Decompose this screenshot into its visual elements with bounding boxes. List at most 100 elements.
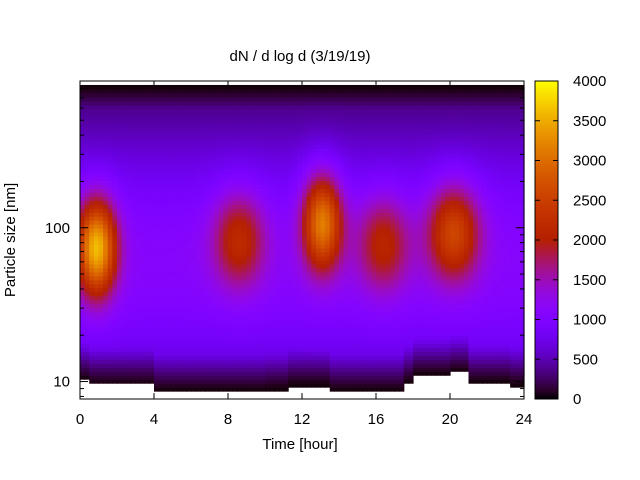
heatmap-cell — [140, 236, 146, 241]
heatmap-cell — [158, 315, 164, 321]
heatmap-cell — [140, 104, 146, 110]
heatmap-cell — [232, 136, 238, 142]
heatmap-cell — [117, 164, 123, 170]
heatmap-cell — [339, 104, 345, 110]
heatmap-cell — [98, 104, 104, 110]
heatmap-cell — [241, 164, 248, 170]
heatmap-cell — [241, 275, 248, 281]
heatmap-cell — [135, 100, 141, 106]
heatmap-cell — [121, 243, 127, 249]
heatmap-cell — [218, 188, 224, 193]
heatmap-cell — [89, 108, 95, 114]
heatmap-cell — [186, 168, 192, 174]
heatmap-cell — [80, 343, 86, 348]
heatmap-cell — [366, 136, 372, 142]
heatmap-cell — [191, 196, 197, 201]
heatmap-cell — [352, 192, 359, 197]
heatmap-cell — [302, 124, 308, 130]
heatmap-cell — [315, 184, 322, 189]
heatmap-cell — [302, 315, 308, 321]
heatmap-cell — [339, 112, 345, 118]
heatmap-cell — [177, 192, 183, 197]
heatmap-cell — [269, 383, 275, 388]
heatmap-cell — [288, 259, 294, 265]
heatmap-cell — [84, 188, 90, 193]
heatmap-cell — [357, 367, 363, 372]
heatmap-cell — [357, 140, 363, 146]
heatmap-cell — [306, 232, 312, 237]
heatmap-cell — [329, 331, 335, 337]
heatmap-cell — [232, 180, 238, 185]
heatmap-cell — [80, 108, 86, 114]
heatmap-cell — [154, 224, 160, 229]
heatmap-cell — [107, 124, 113, 130]
heatmap-cell — [292, 84, 298, 90]
heatmap-cell — [186, 108, 192, 114]
heatmap-cell — [362, 196, 368, 201]
heatmap-cell — [103, 124, 109, 130]
heatmap-cell — [371, 355, 377, 360]
heatmap-cell — [204, 168, 211, 174]
heatmap-cell — [195, 267, 201, 273]
heatmap-cell — [191, 343, 197, 348]
heatmap-cell — [214, 323, 220, 329]
heatmap-cell — [362, 108, 368, 114]
heatmap-cell — [149, 255, 155, 261]
heatmap-cell — [186, 243, 192, 249]
heatmap-cell — [348, 347, 354, 352]
heatmap-cell — [98, 295, 104, 301]
heatmap-cell — [228, 315, 234, 321]
heatmap-cell — [107, 351, 113, 356]
heatmap-cell — [311, 315, 317, 321]
heatmap-cell — [246, 339, 252, 344]
heatmap-cell — [237, 243, 243, 249]
heatmap-cell — [93, 236, 100, 241]
heatmap-cell — [283, 132, 289, 138]
heatmap-cell — [121, 212, 127, 217]
heatmap-cell — [297, 323, 303, 329]
heatmap-cell — [278, 279, 285, 285]
heatmap-cell — [232, 140, 238, 146]
heatmap-cell — [154, 367, 160, 372]
heatmap-cell — [251, 160, 257, 166]
heatmap-cell — [241, 363, 248, 368]
heatmap-cell — [158, 204, 164, 209]
heatmap-cell — [288, 228, 294, 233]
heatmap-cell — [334, 311, 340, 317]
heatmap-cell — [380, 379, 386, 384]
heatmap-cell — [135, 228, 141, 233]
heatmap-cell — [371, 140, 377, 146]
heatmap-cell — [348, 132, 354, 138]
heatmap-cell — [348, 84, 354, 90]
heatmap-cell — [232, 144, 238, 150]
heatmap-cell — [126, 220, 132, 225]
heatmap-cell — [371, 327, 377, 333]
heatmap-cell — [339, 387, 345, 392]
heatmap-cell — [93, 212, 100, 217]
heatmap-cell — [278, 216, 285, 221]
heatmap-cell — [288, 311, 294, 317]
heatmap-cell — [343, 319, 349, 325]
heatmap-cell — [214, 228, 220, 233]
heatmap-cell — [246, 240, 252, 245]
heatmap-cell — [204, 315, 211, 321]
heatmap-cell — [237, 164, 243, 170]
heatmap-cell — [292, 144, 298, 150]
heatmap-cell — [84, 100, 90, 106]
heatmap-cell — [172, 236, 178, 241]
heatmap-cell — [144, 263, 150, 269]
heatmap-cell — [278, 307, 285, 313]
heatmap-cell — [357, 263, 363, 269]
heatmap-cell — [292, 132, 298, 138]
heatmap-cell — [283, 339, 289, 344]
heatmap-cell — [278, 367, 285, 372]
heatmap-cell — [200, 319, 206, 325]
heatmap-cell — [84, 307, 90, 313]
heatmap-cell — [320, 192, 326, 197]
heatmap-cell — [167, 192, 174, 197]
heatmap-cell — [376, 88, 382, 94]
heatmap-cell — [274, 88, 280, 94]
heatmap-cell — [163, 120, 169, 126]
heatmap-cell — [204, 295, 211, 301]
heatmap-cell — [103, 267, 109, 273]
